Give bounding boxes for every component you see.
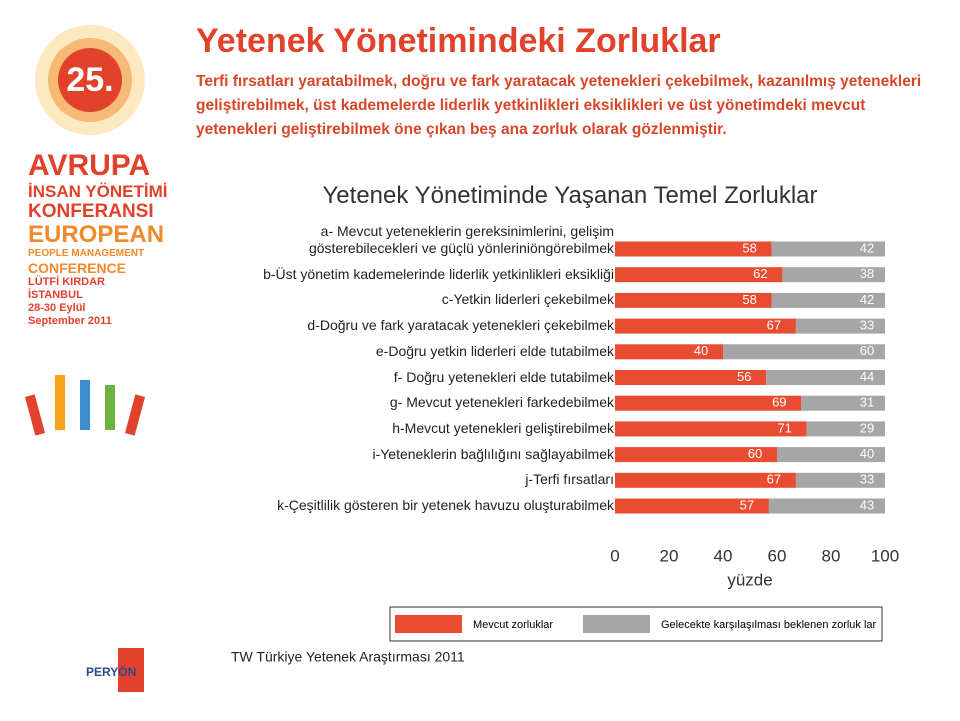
value-label: 29 — [860, 420, 874, 435]
sidebar-line: İSTANBUL — [28, 289, 83, 301]
category-label: h-Mevcut yetenekleri geliştirebilmek — [392, 419, 614, 436]
legend-swatch — [583, 615, 650, 633]
bar-segment — [615, 421, 807, 437]
sidebar-line: EUROPEAN — [28, 221, 165, 248]
x-tick-label: 60 — [768, 546, 787, 565]
sidebar-line: PEOPLE MANAGEMENT — [28, 248, 145, 259]
bar-segment — [777, 447, 885, 463]
bar-segment — [615, 370, 767, 385]
value-label: 67 — [767, 472, 781, 487]
category-label: b-Üst yönetim kademelerinde liderlik yet… — [263, 265, 614, 282]
bar-segment — [615, 241, 772, 257]
value-label: 42 — [860, 240, 874, 255]
value-label: 42 — [860, 292, 874, 307]
value-label: 56 — [737, 369, 751, 384]
value-label: 57 — [740, 497, 754, 512]
category-label: a- Mevcut yeteneklerin gereksinimlerini,… — [308, 223, 614, 256]
chart-title: Yetenek Yönetiminde Yaşanan Temel Zorluk… — [322, 182, 818, 209]
bar-segment — [615, 498, 769, 514]
sidebar-line: KONFERANSI — [28, 201, 154, 222]
value-label: 43 — [860, 497, 874, 512]
logo-art — [24, 25, 883, 692]
category-label: k-Çeşitlilik gösteren bir yetenek havuzu… — [277, 497, 614, 513]
value-label: 40 — [694, 343, 708, 358]
value-label: 40 — [860, 446, 874, 461]
category-label: j-Terfi fırsatları — [525, 471, 614, 488]
badge: 25. — [66, 61, 113, 99]
value-label: 62 — [753, 266, 767, 281]
sidebar: AVRUPA İNSAN YÖNETİMİ KONFERANSI EUROPEAN PE… — [28, 150, 168, 328]
value-label: 33 — [860, 472, 874, 487]
title: Yetenek Yönetimindeki Zorluklar — [196, 22, 721, 60]
bar-segment — [806, 421, 885, 437]
category-label: i-Yeteneklerin bağlılığını sağlayabilmek — [372, 445, 614, 462]
value-label: 58 — [742, 292, 756, 307]
x-tick-label: 80 — [822, 546, 841, 565]
bar-segment — [771, 241, 885, 257]
subtitle: Terfi fırsatları yaratabilmek, doğru ve … — [196, 73, 922, 138]
category-label: d-Doğru ve fark yaratacak yetenekleri çe… — [307, 317, 614, 334]
category-label: f- Doğru yetenekleri elde tutabilmek — [393, 368, 614, 385]
category-label: c-Yetkin liderleri çekebilmek — [441, 291, 614, 308]
sidebar-line: İNSAN YÖNETİMİ — [28, 182, 168, 201]
bar-segment — [615, 267, 783, 283]
bar-segment — [615, 447, 777, 463]
category-label: e-Doğru yetkin liderleri elde tutabilmek — [375, 342, 614, 359]
legend-label: Mevcut zorluklar — [473, 619, 553, 631]
x-axis-label: yüzde — [727, 570, 772, 589]
bar-segment — [615, 472, 796, 488]
bar-segment — [766, 370, 885, 385]
value-label: 71 — [777, 420, 791, 435]
bar-segment — [795, 318, 885, 334]
bar-segment — [782, 267, 885, 283]
bar-segment — [615, 344, 723, 360]
sidebar-line: CONFERENCE — [28, 260, 127, 276]
value-label: 60 — [748, 446, 762, 461]
source: TW Türkiye Yetenek Araştırması 2011 — [231, 649, 465, 665]
value-label: 38 — [860, 266, 874, 281]
x-tick-label: 0 — [610, 546, 619, 565]
bar-segment — [615, 292, 772, 308]
value-label: 58 — [742, 240, 756, 255]
bar-segment — [615, 395, 802, 411]
value-label: 60 — [860, 343, 874, 358]
sidebar-line: LÜTFİ KIRDAR — [28, 276, 105, 288]
x-tick-label: 20 — [660, 546, 679, 565]
bar-segment — [795, 472, 885, 488]
value-label: 31 — [860, 395, 874, 410]
value-label: 69 — [772, 395, 786, 410]
bar-segment — [615, 318, 796, 334]
bar-segment — [723, 344, 885, 360]
legend-label: Gelecekte karşılaşılması beklenen zorluk… — [661, 619, 877, 631]
legend-swatch — [395, 615, 462, 633]
value-label: 33 — [860, 318, 874, 333]
bar-segment — [768, 498, 885, 514]
bar-segment — [771, 292, 885, 308]
x-tick-label: 40 — [714, 546, 733, 565]
sidebar-line: 28-30 Eylül — [28, 302, 86, 314]
logo-text: PERYÖN — [86, 664, 136, 679]
category-label: g- Mevcut yetenekleri farkedebilmek — [389, 394, 614, 411]
sidebar-line: September 2011 — [28, 315, 112, 327]
value-label: 44 — [860, 369, 874, 384]
x-tick-label: 100 — [871, 546, 899, 565]
sidebar-line: AVRUPA — [28, 149, 151, 182]
value-label: 67 — [767, 318, 781, 333]
bar-segment — [801, 395, 885, 411]
